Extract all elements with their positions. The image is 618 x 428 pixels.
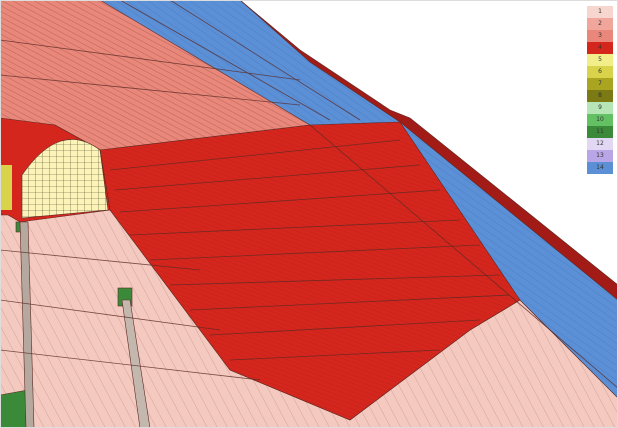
yellow-block-left: [0, 165, 12, 210]
color-legend: 1 2 3 4 5 6 7 8 9 10 11 12 13 14: [587, 6, 613, 174]
legend-label: 11: [596, 128, 604, 135]
legend-swatch: 14: [587, 162, 613, 174]
legend-swatch: 10: [587, 114, 613, 126]
mesh-lines: [0, 0, 618, 389]
legend-label: 1: [598, 8, 602, 15]
legend-label: 14: [596, 164, 604, 171]
legend-label: 5: [598, 56, 602, 63]
legend-swatch: 11: [587, 126, 613, 138]
legend-label: 8: [598, 92, 602, 99]
legend-label: 10: [596, 116, 604, 123]
tunnel-portal-grid: [22, 139, 108, 218]
legend-swatch: 12: [587, 138, 613, 150]
green-block-bottom: [0, 389, 31, 428]
legend-swatch: 7: [587, 78, 613, 90]
legend-label: 3: [598, 32, 602, 39]
legend-swatch: 1: [587, 6, 613, 18]
legend-swatch: 9: [587, 102, 613, 114]
legend-label: 13: [596, 152, 604, 159]
fill-body-hatch: [0, 200, 618, 428]
cover-slope-hatch: [0, 0, 310, 150]
legend-label: 2: [598, 20, 602, 27]
legend-swatch: 5: [587, 54, 613, 66]
legend-swatch: 13: [587, 150, 613, 162]
legend-label: 4: [598, 44, 602, 51]
legend-swatch: 6: [587, 66, 613, 78]
mesh-pillar-left: [19, 221, 35, 428]
legend-swatch: 2: [587, 18, 613, 30]
legend-label: 7: [598, 80, 602, 87]
legend-swatch: 4: [587, 42, 613, 54]
legend-label: 12: [596, 140, 604, 147]
legend-swatch: 8: [587, 90, 613, 102]
mesh-pillar-mid: [121, 299, 151, 428]
red-shell-hatch: [100, 122, 520, 420]
legend-label: 6: [598, 68, 602, 75]
legend-swatch: 3: [587, 30, 613, 42]
legend-label: 9: [598, 104, 602, 111]
dark-red-strip: [239, 0, 618, 301]
